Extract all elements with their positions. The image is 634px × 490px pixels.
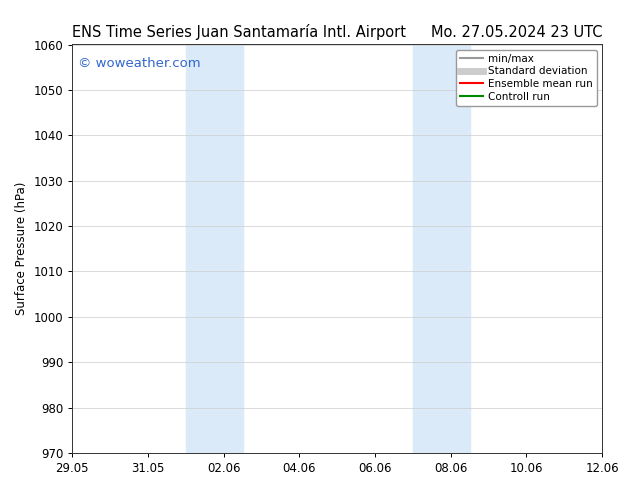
Y-axis label: Surface Pressure (hPa): Surface Pressure (hPa) bbox=[15, 182, 28, 316]
Bar bbox=[186, 45, 243, 453]
Text: ENS Time Series Juan Santamaría Intl. Airport: ENS Time Series Juan Santamaría Intl. Ai… bbox=[72, 24, 406, 40]
Text: Mo. 27.05.2024 23 UTC: Mo. 27.05.2024 23 UTC bbox=[430, 24, 602, 40]
Bar bbox=[413, 45, 470, 453]
Text: © woweather.com: © woweather.com bbox=[77, 57, 200, 70]
Legend: min/max, Standard deviation, Ensemble mean run, Controll run: min/max, Standard deviation, Ensemble me… bbox=[456, 49, 597, 106]
